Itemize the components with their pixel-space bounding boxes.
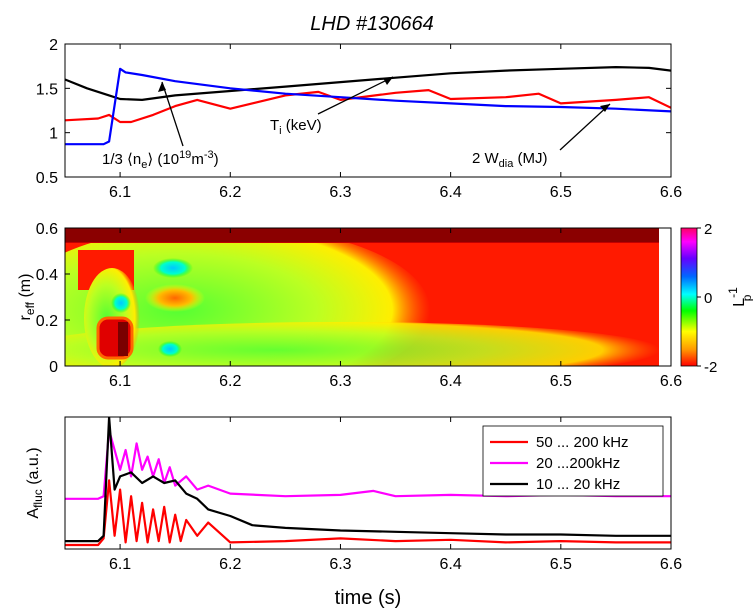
heatmap-orange-mid — [145, 284, 205, 312]
xtick-label: 6.1 — [109, 184, 131, 201]
legend-label-0: 50 ... 200 kHz — [536, 434, 629, 451]
ytick-label: 0.6 — [36, 221, 58, 238]
annotation-ne: 1/3 ⟨ne⟩ (1019m-3) — [102, 149, 219, 171]
xtick-label: 6.4 — [440, 373, 462, 390]
heatmap-dark-band — [65, 228, 659, 242]
colorbar-tick-label: -2 — [704, 359, 717, 376]
middle-panel: 6.1 6.2 6.3 6.4 6.5 6.6 0 0.2 0.4 0.6 reff (m) -2… — [17, 221, 753, 390]
legend-items: 50 ... 200 kHz 20 ...200kHz 10 ... 20 kHz — [490, 434, 629, 493]
colorbar-ticks: -2 0 2 — [697, 221, 717, 376]
xtick-label: 6.2 — [219, 556, 241, 573]
series-line-2 — [65, 417, 671, 543]
top-axes-box — [64, 43, 672, 178]
series-line-0 — [65, 479, 671, 547]
series-line-1 — [65, 88, 671, 124]
ytick-label: 2 — [49, 37, 58, 54]
colorbar — [680, 227, 698, 367]
series-line-1 — [65, 429, 671, 500]
xtick-label: 6.3 — [329, 373, 351, 390]
xtick-label: 6.6 — [660, 373, 682, 390]
top-series-group — [65, 65, 671, 146]
ytick-label: 0.2 — [36, 313, 58, 330]
heatmap-image — [65, 228, 659, 366]
heatmap-dark-core — [118, 322, 128, 356]
heatmap-cyan-upper — [153, 258, 193, 278]
middle-axes-box — [64, 227, 672, 367]
middle-ticks: 6.1 6.2 6.3 6.4 6.5 6.6 0 0.2 0.4 0.6 — [36, 221, 682, 390]
arrow-wdia — [559, 103, 611, 151]
xtick-label: 6.3 — [329, 556, 351, 573]
xtick-label: 6.6 — [660, 556, 682, 573]
colorbar-tick-label: 2 — [704, 221, 712, 238]
xtick-label: 6.1 — [109, 556, 131, 573]
annotation-wdia: 2 Wdia (MJ) — [472, 150, 548, 170]
figure-title: LHD #130664 — [310, 13, 433, 35]
legend-label-1: 20 ...200kHz — [536, 455, 620, 472]
arrow-ti — [317, 76, 394, 115]
arrowhead-ne — [158, 82, 166, 92]
series-line-0 — [65, 65, 671, 102]
xtick-label: 6.3 — [329, 184, 351, 201]
xtick-label: 6.5 — [550, 184, 572, 201]
bottom-xlabel: time (s) — [335, 587, 402, 609]
colorbar-tick-label: 0 — [704, 290, 712, 307]
heatmap-green-lower — [65, 322, 659, 366]
ytick-label: 0.4 — [36, 267, 58, 284]
xtick-label: 6.6 — [660, 184, 682, 201]
annotation-ti: Ti (keV) — [270, 117, 322, 137]
arrowhead-ti — [383, 77, 393, 85]
xtick-label: 6.2 — [219, 184, 241, 201]
arrowhead-wdia — [600, 104, 610, 112]
colorbar-label: L-1p — [726, 287, 753, 307]
xtick-label: 6.5 — [550, 373, 572, 390]
ytick-label: 1.5 — [36, 81, 58, 98]
heatmap-cyan-left — [111, 293, 131, 313]
heatmap-cyan-lower — [158, 341, 182, 357]
legend-label-2: 10 ... 20 kHz — [536, 476, 620, 493]
xtick-label: 6.5 — [550, 556, 572, 573]
series-line-2 — [65, 67, 671, 146]
ytick-label: 0 — [49, 359, 58, 376]
bottom-ylabel: Afluc (a.u.) — [25, 447, 45, 518]
bottom-panel: 6.1 6.2 6.3 6.4 6.5 6.6 Afluc (a.u.) time (s)… — [25, 416, 682, 609]
ytick-label: 1 — [49, 126, 58, 143]
bottom-axes-box — [64, 416, 672, 550]
heatmap-dark-band2 — [65, 242, 659, 243]
arrow-ne — [161, 81, 184, 147]
ytick-label: 0.5 — [36, 170, 58, 187]
top-ticks: 6.1 6.2 6.3 6.4 6.5 6.6 0.5 1 1.5 2 — [36, 37, 682, 201]
xtick-label: 6.2 — [219, 373, 241, 390]
xtick-label: 6.4 — [440, 184, 462, 201]
legend: 50 ... 200 kHz 20 ...200kHz 10 ... 20 kHz — [482, 425, 664, 497]
xtick-label: 6.4 — [440, 556, 462, 573]
middle-ylabel: reff (m) — [17, 274, 37, 321]
top-panel: 6.1 6.2 6.3 6.4 6.5 6.6 0.5 1 1.5 2 1/3 ⟨ne⟩ (101… — [36, 37, 682, 201]
bottom-ticks: 6.1 6.2 6.3 6.4 6.5 6.6 — [109, 417, 682, 573]
xtick-label: 6.1 — [109, 373, 131, 390]
top-annotations: 1/3 ⟨ne⟩ (1019m-3) Ti (keV) 2 Wdia (MJ) — [102, 76, 611, 171]
bottom-series-group — [65, 417, 671, 547]
heatmap-green-region — [65, 228, 430, 366]
